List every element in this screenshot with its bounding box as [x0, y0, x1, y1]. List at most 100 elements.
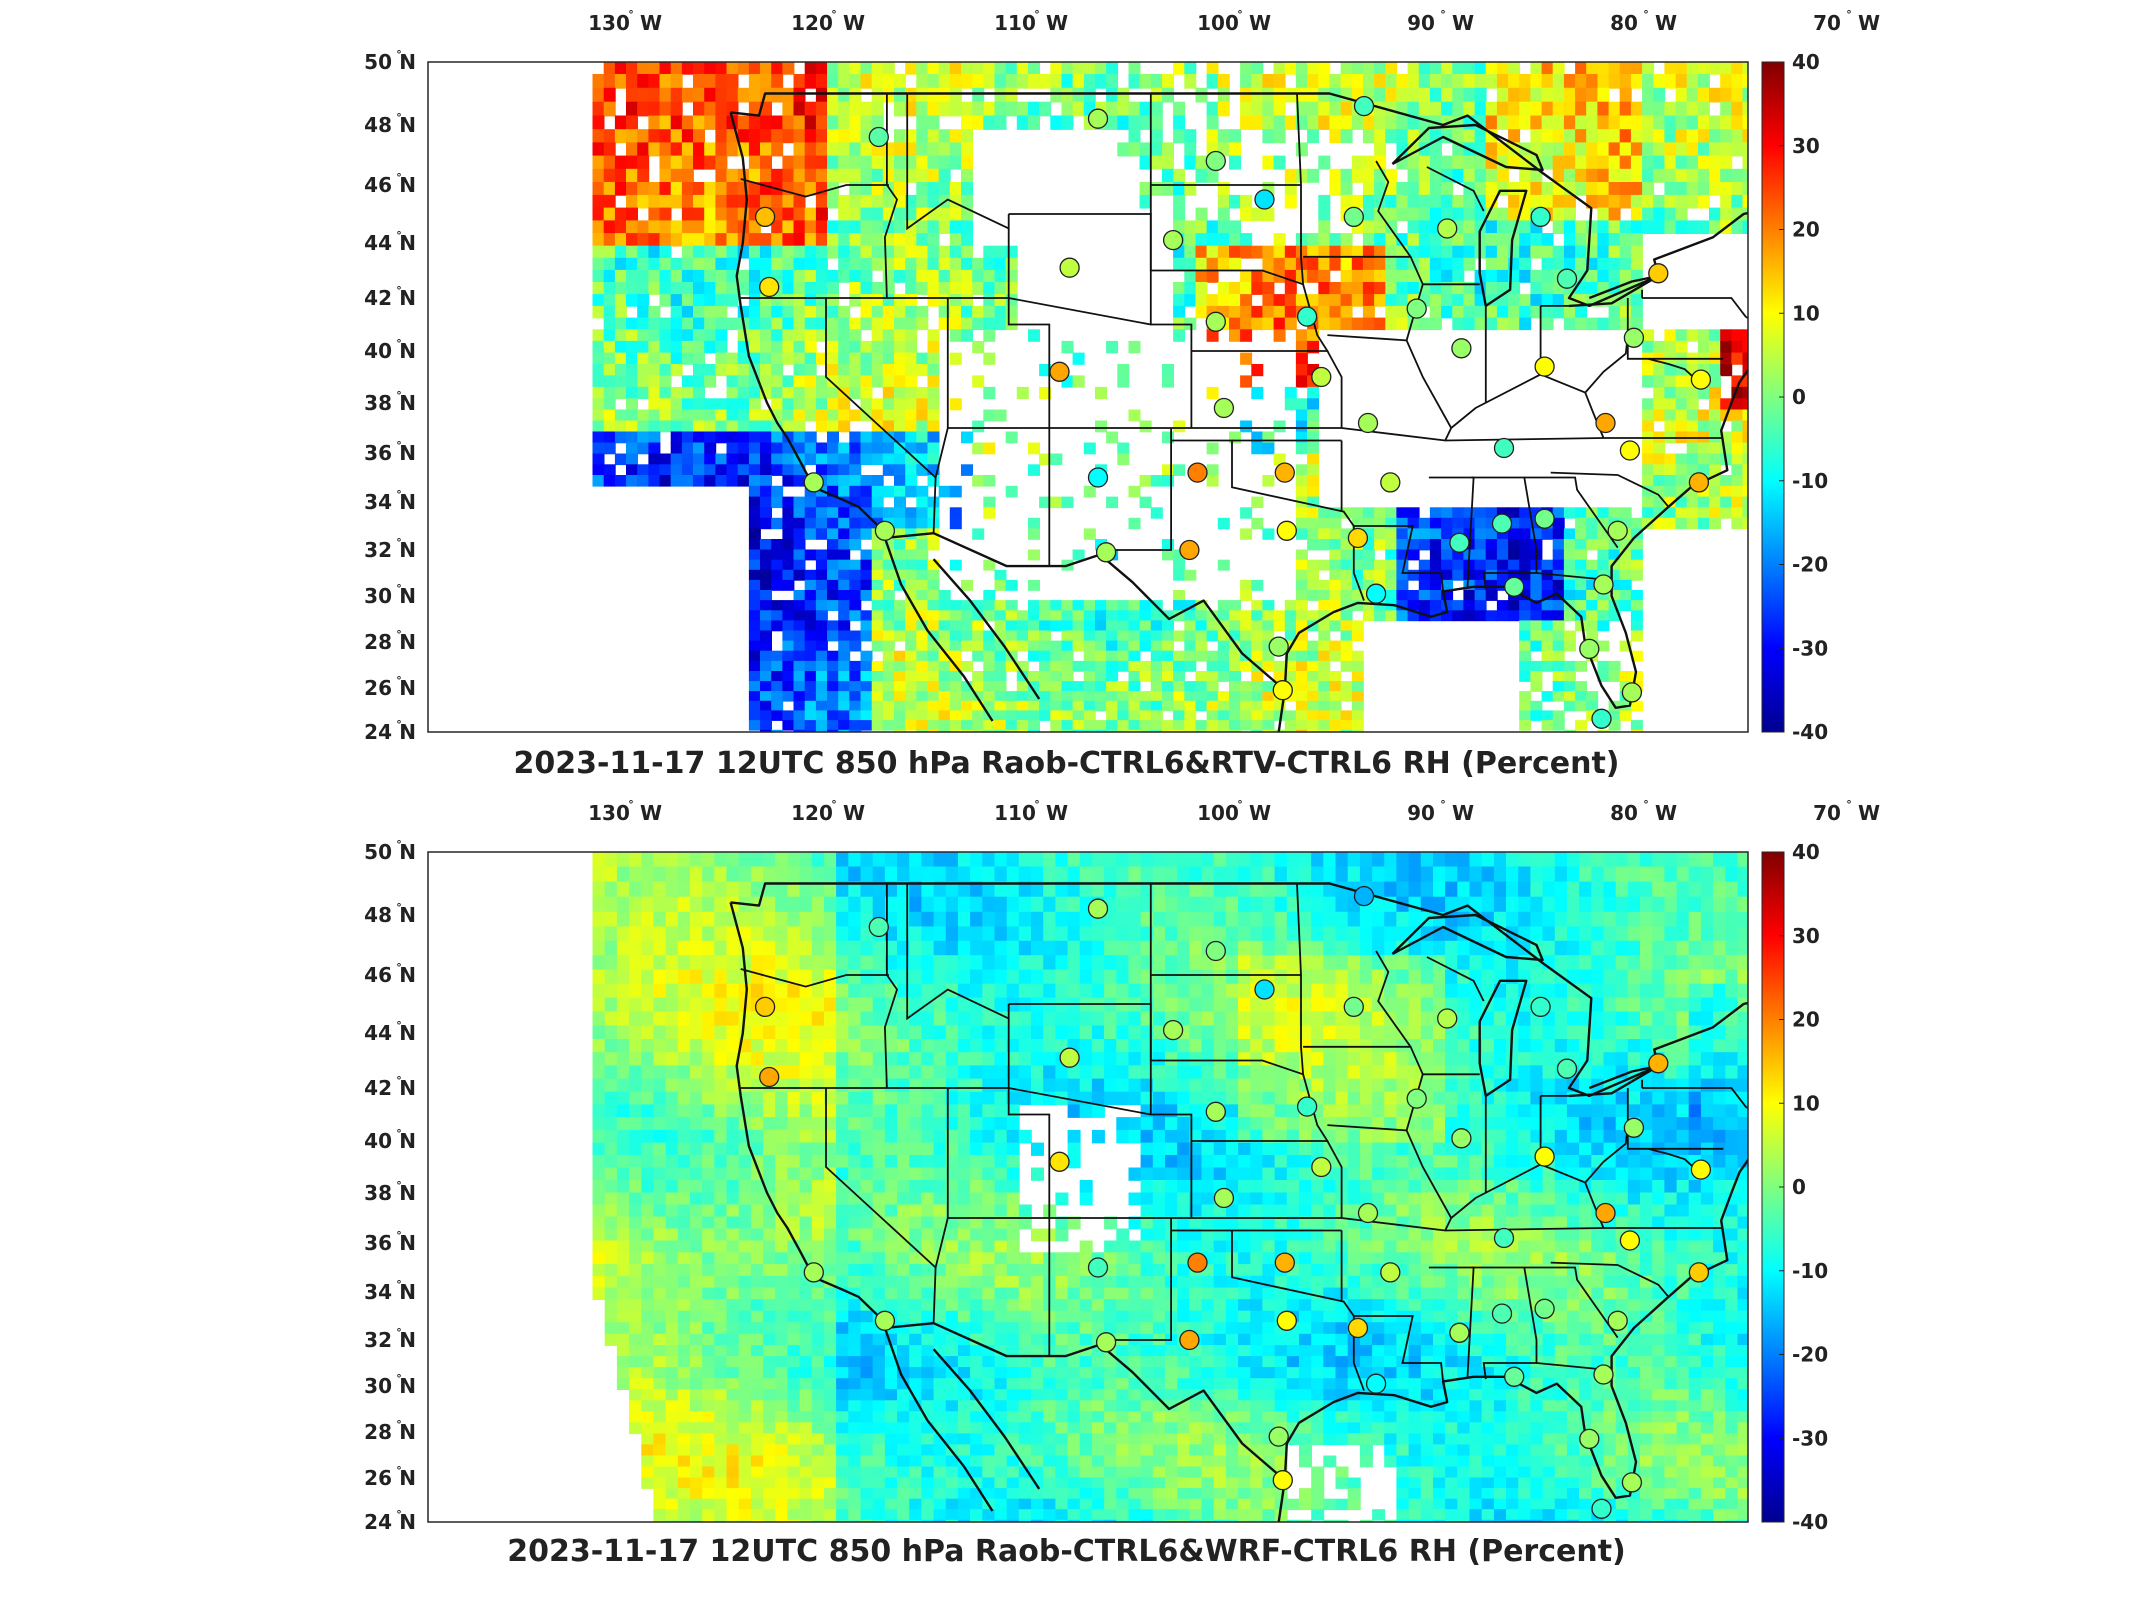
station-marker	[1087, 1257, 1109, 1278]
station-marker	[1556, 1058, 1578, 1079]
station-marker	[1276, 1310, 1297, 1331]
station-marker	[1493, 1227, 1515, 1249]
colorbar-tick-label: -20	[1792, 1343, 1828, 1367]
station-marker	[1534, 508, 1555, 529]
station-marker	[1591, 1498, 1612, 1519]
station-marker	[1504, 576, 1525, 597]
colorbar-tick-label: -40	[1792, 720, 1828, 744]
station-marker	[1380, 472, 1401, 493]
station-marker	[1254, 189, 1275, 210]
station-marker	[1530, 996, 1551, 1018]
svg-text:N: N	[399, 231, 416, 255]
lat-tick-label: 34	[364, 490, 392, 514]
station-marker	[1579, 1428, 1600, 1450]
station-marker	[1272, 680, 1293, 701]
lat-tick-label: 34	[364, 1280, 392, 1304]
station-marker	[1365, 1373, 1387, 1394]
svg-text:N: N	[399, 538, 416, 562]
colorbar-tick-label: 20	[1792, 218, 1820, 242]
colorbar-tick-label: 40	[1792, 840, 1820, 864]
lon-tick-label: 110	[994, 11, 1036, 35]
station-marker	[1437, 1008, 1458, 1029]
lon-tick-label: 80	[1610, 11, 1638, 35]
lat-tick-label: 50	[364, 50, 392, 74]
lon-tick-label: 90	[1407, 801, 1435, 825]
station-marker	[1451, 338, 1472, 359]
lat-tick-label: 38	[364, 391, 392, 415]
station-marker	[1087, 467, 1109, 488]
lat-tick-label: 36	[364, 1231, 392, 1255]
map-panel-top: 130 ° W 120 ° W 110 ° W 100 ° W 90 ° W 80 ° W 70 ° W 50 ° N 48 °…	[364, 8, 1880, 781]
rh-pixels-0	[592, 62, 1748, 732]
svg-text:°: °	[396, 582, 402, 595]
svg-text:°: °	[396, 488, 402, 501]
lat-tick-label: 26	[364, 676, 392, 700]
colorbar-tick-label: -30	[1792, 1426, 1828, 1450]
lat-tick-label: 26	[364, 1466, 392, 1490]
station-marker	[1343, 996, 1364, 1018]
lat-tick-label: 30	[364, 584, 392, 608]
station-marker	[1179, 1329, 1200, 1351]
lat-tick-label: 48	[364, 903, 392, 927]
map-title-bottom: 2023-11-17 12UTC 850 hPa Raob-CTRL6&WRF-…	[507, 1534, 1626, 1569]
colorbar-tick-label: 0	[1792, 1175, 1806, 1199]
lon-tick-label: 70	[1813, 11, 1841, 35]
station-marker	[1059, 1047, 1080, 1068]
lon-tick-label: 110	[994, 801, 1036, 825]
station-marker	[1579, 638, 1600, 660]
lat-tick-label: 44	[364, 231, 392, 255]
svg-text:°: °	[396, 111, 402, 124]
station-marker	[1690, 1159, 1712, 1180]
svg-text:N: N	[399, 339, 416, 363]
station-marker	[1254, 979, 1275, 1000]
station-marker	[1591, 708, 1612, 729]
svg-text:°: °	[831, 8, 837, 21]
station-marker	[1095, 542, 1117, 563]
station-marker	[1648, 263, 1669, 284]
station-marker	[1353, 95, 1375, 117]
station-marker	[759, 276, 780, 298]
station-marker	[1688, 1262, 1710, 1283]
station-marker	[1623, 327, 1645, 348]
colorbar-tick-label: 40	[1792, 50, 1820, 74]
svg-text:°: °	[396, 389, 402, 402]
colorbar-tick-label: 10	[1792, 1091, 1820, 1115]
lat-tick-label: 50	[364, 840, 392, 864]
station-marker	[1205, 150, 1226, 172]
station-marker	[1049, 361, 1070, 382]
station-marker	[1690, 369, 1712, 390]
station-marker	[1623, 1117, 1645, 1138]
station-marker	[803, 472, 824, 493]
raob-stations-0	[754, 95, 1712, 729]
station-marker	[1179, 539, 1200, 561]
svg-text:°: °	[396, 718, 402, 731]
map-title-top: 2023-11-17 12UTC 850 hPa Raob-CTRL6&RTV-…	[513, 746, 1620, 781]
svg-text:N: N	[399, 630, 416, 654]
station-marker	[868, 126, 889, 148]
station-marker	[1451, 1128, 1472, 1149]
lon-tick-label: 130	[588, 11, 630, 35]
station-marker	[1276, 520, 1297, 541]
station-marker	[1406, 298, 1427, 319]
station-marker	[1095, 1332, 1117, 1353]
station-marker	[1187, 462, 1208, 483]
svg-text:°: °	[396, 439, 402, 452]
station-marker	[874, 520, 896, 541]
station-marker	[1187, 1252, 1208, 1273]
colorbar-tick-label: -10	[1792, 469, 1828, 493]
station-marker	[1213, 1187, 1235, 1209]
lat-tick-label: 32	[364, 538, 392, 562]
station-marker	[1343, 206, 1364, 228]
station-marker	[754, 206, 776, 228]
station-marker	[1162, 229, 1184, 251]
lon-tick-label: 100	[1197, 11, 1239, 35]
station-marker	[1357, 412, 1379, 434]
svg-text:°: °	[396, 229, 402, 242]
station-marker	[1059, 257, 1080, 278]
station-marker	[1049, 1151, 1070, 1172]
svg-text:W: W	[640, 11, 662, 35]
svg-text:°: °	[396, 337, 402, 350]
lon-tick-label: 90	[1407, 11, 1435, 35]
station-marker	[1268, 1426, 1289, 1447]
station-marker	[1205, 311, 1226, 332]
